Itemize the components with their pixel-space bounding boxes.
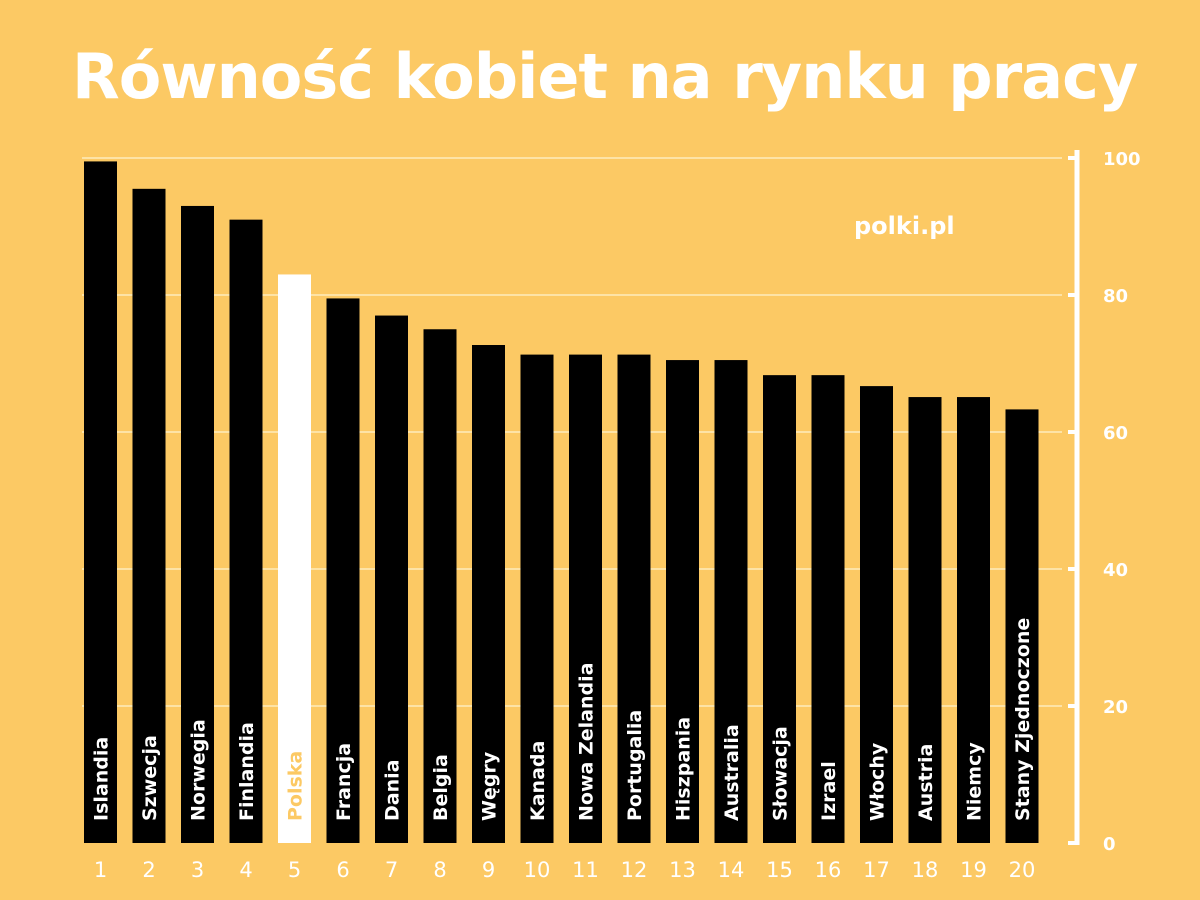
bar-label: Włochy bbox=[867, 742, 889, 821]
x-tick-label: 3 bbox=[191, 858, 204, 882]
bar-4 bbox=[229, 219, 263, 843]
bar-11 bbox=[569, 354, 602, 843]
bar-label: Islandia bbox=[91, 737, 113, 821]
x-tick-label: 9 bbox=[482, 858, 495, 882]
x-tick-label: 2 bbox=[142, 858, 155, 882]
x-tick-label: 13 bbox=[669, 858, 696, 882]
y-tick-label: 80 bbox=[1103, 286, 1128, 307]
x-tick-label: 11 bbox=[572, 858, 599, 882]
y-tick-label: 100 bbox=[1103, 149, 1141, 170]
bar-19 bbox=[957, 397, 990, 843]
bar-label: Austria bbox=[915, 744, 937, 821]
bar-label: Hiszpania bbox=[673, 717, 695, 821]
bar-9 bbox=[472, 345, 505, 843]
bar-14 bbox=[714, 360, 748, 843]
x-tick-label: 18 bbox=[912, 858, 939, 882]
bar-label: Słowacja bbox=[770, 726, 792, 821]
bar-label: Belgia bbox=[430, 754, 452, 821]
bar-3 bbox=[181, 205, 214, 843]
bar-label: Niemcy bbox=[964, 742, 986, 821]
x-tick-label: 12 bbox=[621, 858, 648, 882]
bar-17 bbox=[860, 386, 893, 843]
watermark-logo: polki.pl bbox=[854, 212, 955, 240]
bar-label: Stany Zjednoczone bbox=[1012, 618, 1034, 821]
bar-label: Portugalia bbox=[624, 710, 646, 821]
x-tick-label: 1 bbox=[94, 858, 107, 882]
bar-label: Izrael bbox=[818, 761, 840, 821]
bar-18 bbox=[908, 397, 942, 843]
bar-6 bbox=[326, 298, 360, 843]
bar-label: Francja bbox=[333, 743, 355, 821]
x-tick-label: 14 bbox=[718, 858, 745, 882]
y-tick-label: 60 bbox=[1103, 423, 1128, 444]
chart-title: Równość kobiet na rynku pracy bbox=[72, 40, 1138, 113]
bar-label: Szwecja bbox=[139, 735, 161, 821]
bar-label: Australia bbox=[721, 724, 743, 821]
x-tick-label: 7 bbox=[385, 858, 398, 882]
bar-2 bbox=[132, 188, 166, 843]
x-tick-label: 6 bbox=[336, 858, 349, 882]
x-tick-label: 17 bbox=[863, 858, 890, 882]
x-tick-label: 8 bbox=[433, 858, 446, 882]
bar-label: Węgry bbox=[479, 751, 501, 821]
bar-12 bbox=[617, 354, 651, 843]
bar-label: Nowa Zelandia bbox=[576, 663, 598, 821]
bar-label: Dania bbox=[382, 760, 404, 821]
x-tick-label: 5 bbox=[288, 858, 301, 882]
x-tick-label: 10 bbox=[524, 858, 551, 882]
y-tick-label: 0 bbox=[1103, 834, 1116, 855]
x-tick-label: 16 bbox=[815, 858, 842, 882]
x-tick-label: 20 bbox=[1009, 858, 1036, 882]
bar-13 bbox=[666, 360, 699, 843]
bar-label: Kanada bbox=[527, 741, 549, 821]
bar-label: Norwegia bbox=[188, 719, 210, 821]
bar-label: Finlandia bbox=[236, 722, 258, 821]
x-tick-label: 19 bbox=[960, 858, 987, 882]
y-tick-label: 20 bbox=[1103, 697, 1128, 718]
bar-label: Polska bbox=[285, 751, 307, 821]
bar-8 bbox=[423, 329, 457, 843]
bar-1 bbox=[84, 161, 117, 844]
bar-20 bbox=[1005, 409, 1039, 843]
bar-15 bbox=[763, 375, 796, 843]
bar-16 bbox=[811, 375, 845, 843]
x-tick-label: 15 bbox=[766, 858, 793, 882]
bar-7 bbox=[375, 315, 408, 843]
bar-10 bbox=[520, 354, 554, 843]
y-tick-label: 40 bbox=[1103, 560, 1128, 581]
x-tick-label: 4 bbox=[239, 858, 252, 882]
bar-5 bbox=[278, 274, 311, 843]
